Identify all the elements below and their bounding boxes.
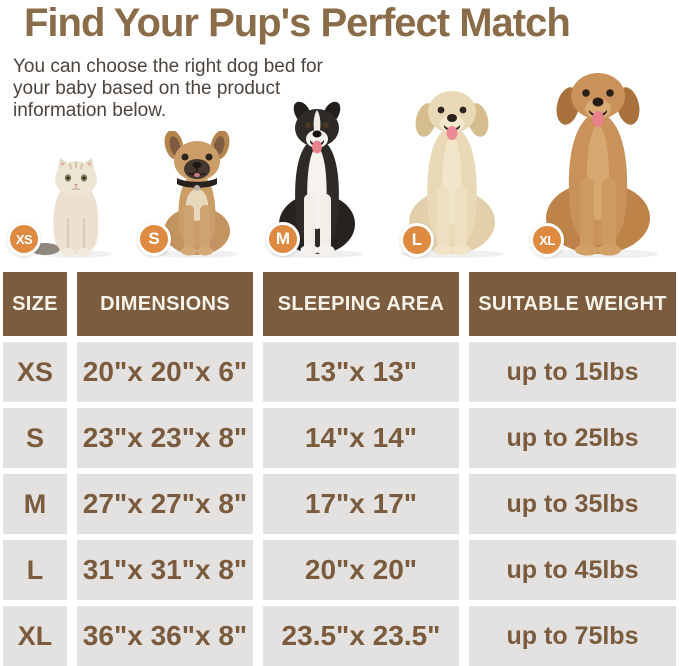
table-cell-area: 23.5"x 23.5"	[263, 606, 459, 666]
column-header-dimensions: DIMENSIONS	[77, 272, 253, 336]
size-badge-xs: XS	[7, 222, 41, 256]
light-golden-retriever-photo	[393, 84, 511, 263]
column-header-size: SIZE	[3, 272, 67, 336]
size-badge-s: S	[137, 222, 171, 256]
table-cell-size: XL	[3, 606, 67, 666]
table-cell-dims: 36"x 36"x 8"	[77, 606, 253, 666]
golden-retriever-photo	[528, 66, 668, 263]
table-cell-size: L	[3, 540, 67, 600]
table-cell-weight: up to 15lbs	[469, 342, 676, 402]
french-bulldog-photo	[147, 130, 247, 263]
table-cell-weight: up to 25lbs	[469, 408, 676, 468]
table-cell-dims: 31"x 31"x 8"	[77, 540, 253, 600]
table-cell-area: 14"x 14"	[263, 408, 459, 468]
table-cell-area: 13"x 13"	[263, 342, 459, 402]
cat-photo	[30, 156, 122, 263]
table-cell-weight: up to 45lbs	[469, 540, 676, 600]
table-cell-area: 17"x 17"	[263, 474, 459, 534]
page-title: Find Your Pup's Perfect Match	[24, 1, 571, 45]
table-cell-dims: 27"x 27"x 8"	[77, 474, 253, 534]
size-badge-xl: XL	[530, 223, 564, 257]
size-badge-l: L	[400, 223, 434, 257]
page-subtitle: You can choose the right dog bed for you…	[13, 56, 323, 121]
table-cell-size: XS	[3, 342, 67, 402]
table-cell-dims: 23"x 23"x 8"	[77, 408, 253, 468]
table-cell-weight: up to 35lbs	[469, 474, 676, 534]
table-cell-size: S	[3, 408, 67, 468]
size-badge-m: M	[266, 222, 300, 256]
table-cell-weight: up to 75lbs	[469, 606, 676, 666]
table-cell-dims: 20"x 20"x 6"	[77, 342, 253, 402]
size-table: SIZE DIMENSIONS SLEEPING AREA SUITABLE W…	[3, 272, 676, 666]
column-header-suitable-weight: SUITABLE WEIGHT	[469, 272, 676, 336]
table-cell-area: 20"x 20"	[263, 540, 459, 600]
column-header-sleeping-area: SLEEPING AREA	[263, 272, 459, 336]
table-cell-size: M	[3, 474, 67, 534]
